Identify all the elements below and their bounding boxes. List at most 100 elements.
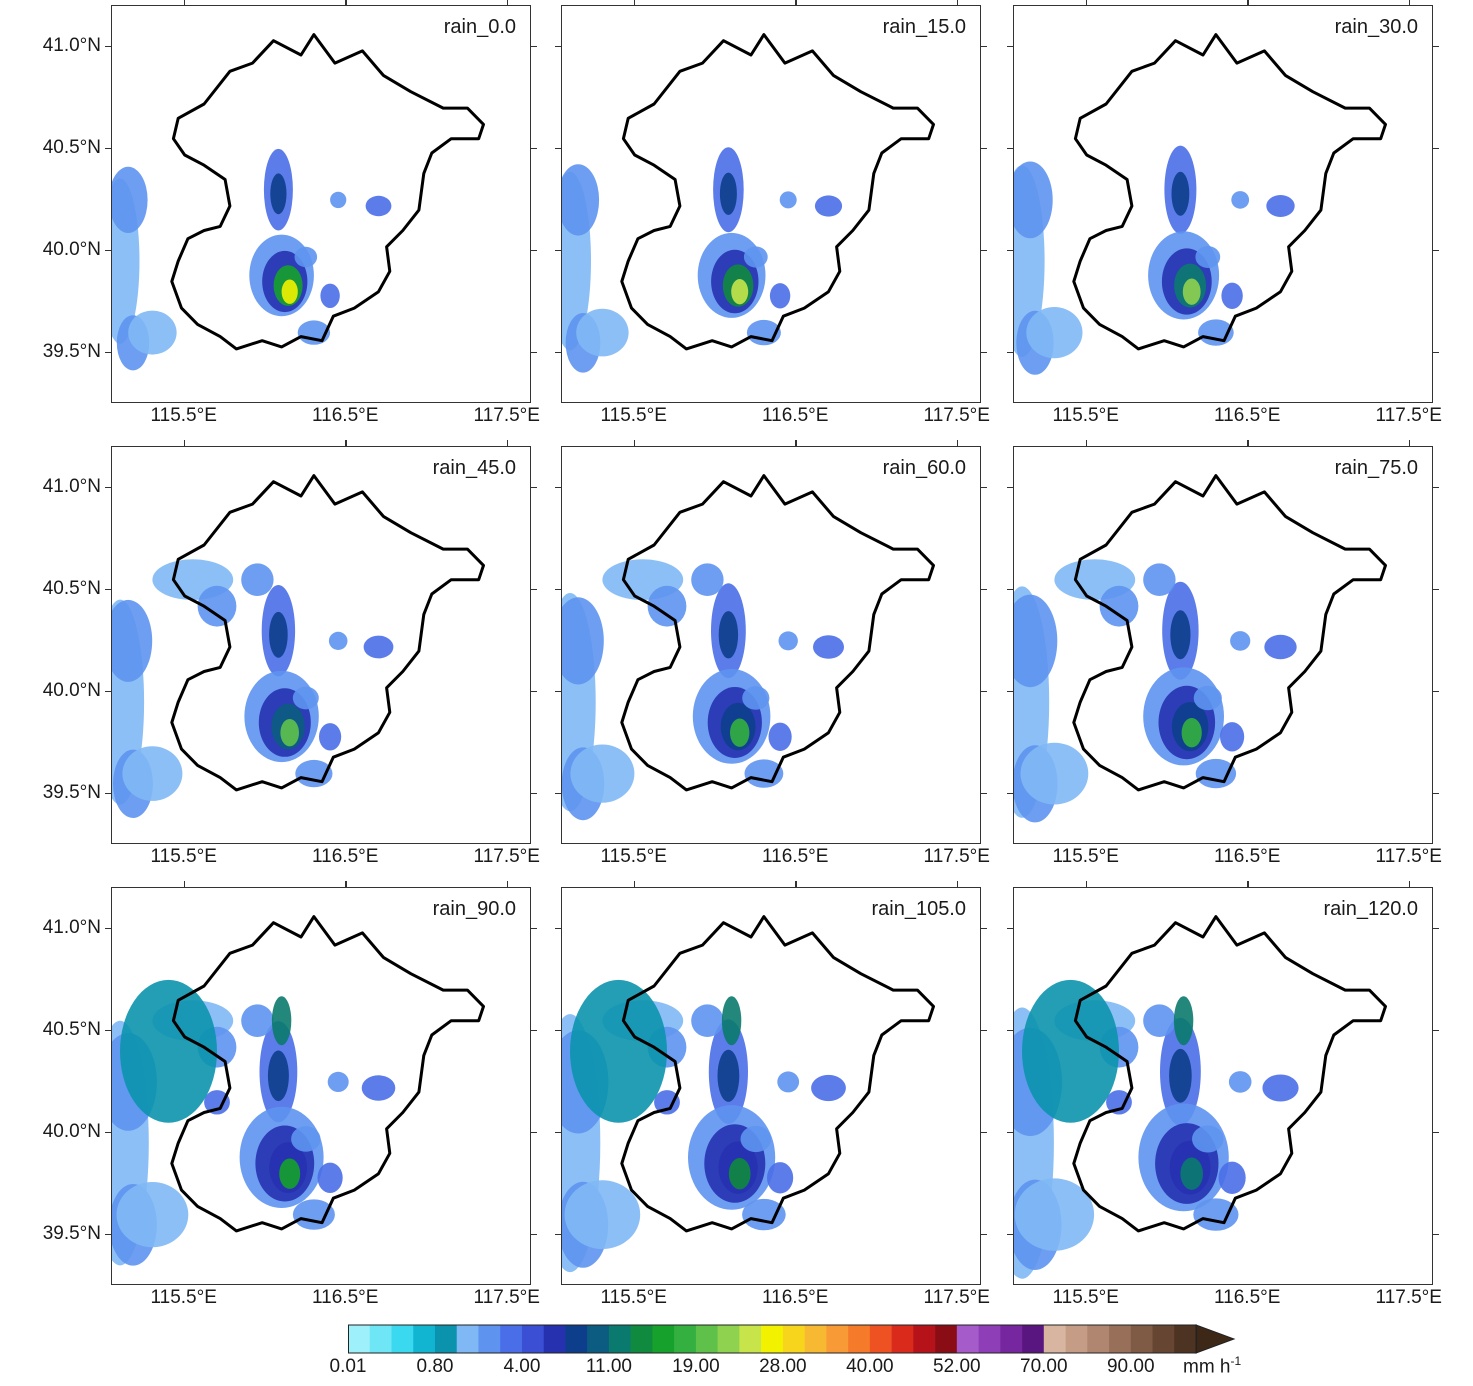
lat-tick bbox=[555, 1131, 561, 1134]
lat-tick bbox=[555, 486, 561, 489]
colorbar-swatch bbox=[913, 1325, 936, 1353]
lat-tick-label: 39.5°N bbox=[42, 781, 101, 803]
lat-tick bbox=[1007, 45, 1013, 48]
rain-cell bbox=[1195, 246, 1221, 268]
rain-field bbox=[112, 559, 394, 818]
rain-field bbox=[1014, 559, 1297, 823]
rain-cell bbox=[1022, 979, 1119, 1123]
lon-tick-label: 117.5°E bbox=[1375, 846, 1442, 867]
lon-tick bbox=[345, 0, 347, 5]
lon-tick bbox=[956, 0, 959, 5]
colorbar-overflow-arrow bbox=[1195, 1324, 1236, 1354]
rain-field bbox=[562, 147, 843, 373]
lon-tick bbox=[345, 440, 347, 446]
lat-tick bbox=[1433, 927, 1439, 930]
lat-tick bbox=[1007, 249, 1013, 252]
lat-tick bbox=[555, 351, 561, 354]
rain-cell bbox=[767, 1162, 794, 1194]
map-panel: rain_30.0 bbox=[1013, 5, 1433, 403]
colorbar-swatch bbox=[1065, 1325, 1088, 1353]
rain-cell bbox=[1180, 1157, 1203, 1190]
panel-title: rain_0.0 bbox=[443, 16, 516, 38]
rain-cell bbox=[1014, 594, 1058, 688]
lon-tick bbox=[345, 881, 347, 887]
lat-tick bbox=[1433, 147, 1439, 150]
map-canvas bbox=[112, 33, 485, 371]
lon-tick-label: 117.5°E bbox=[923, 1287, 990, 1308]
lat-tick bbox=[1007, 1029, 1013, 1032]
lon-tick-label: 115.5°E bbox=[600, 405, 667, 426]
lat-tick bbox=[105, 147, 111, 150]
rain-cell bbox=[1220, 722, 1245, 752]
rain-cell bbox=[1195, 758, 1237, 789]
rain-cell bbox=[327, 1071, 349, 1092]
lon-tick bbox=[956, 440, 959, 446]
rain-cell bbox=[1266, 195, 1295, 217]
rain-cell bbox=[769, 283, 791, 309]
map-panel: rain_15.0 bbox=[561, 5, 981, 403]
rain-cell bbox=[330, 191, 347, 209]
map-canvas bbox=[1014, 915, 1387, 1279]
panel-title: rain_30.0 bbox=[1334, 16, 1418, 38]
beijing-boundary bbox=[1072, 915, 1387, 1233]
lat-tick bbox=[1433, 690, 1439, 693]
rain-cell bbox=[1181, 718, 1202, 748]
rain-cell bbox=[1173, 996, 1194, 1046]
colorbar-swatch bbox=[587, 1325, 610, 1353]
lat-tick-label: 41.0°N bbox=[42, 475, 101, 497]
rain-cell bbox=[1099, 585, 1139, 627]
lat-tick bbox=[981, 1029, 987, 1032]
rain-cell bbox=[1170, 610, 1191, 660]
colorbar-unit: mm h-1 bbox=[1183, 1354, 1242, 1378]
colorbar-swatch bbox=[848, 1325, 871, 1353]
lat-tick bbox=[105, 249, 111, 252]
lon-tick-label: 117.5°E bbox=[1375, 1287, 1442, 1308]
lon-tick-label: 115.5°E bbox=[600, 1287, 667, 1308]
beijing-boundary bbox=[1072, 474, 1387, 792]
lon-tick-label: 115.5°E bbox=[1052, 846, 1119, 867]
lat-tick bbox=[105, 351, 111, 354]
lat-tick bbox=[555, 249, 561, 252]
lon-tick bbox=[795, 881, 797, 887]
lat-tick-label: 39.5°N bbox=[42, 340, 101, 362]
colorbar-swatch bbox=[695, 1325, 718, 1353]
beijing-boundary bbox=[170, 33, 485, 351]
colorbar-swatch bbox=[369, 1325, 392, 1353]
lon-tick-label: 115.5°E bbox=[150, 846, 217, 867]
rain-cell bbox=[1230, 631, 1251, 651]
colorbar bbox=[348, 1324, 1236, 1354]
lat-tick bbox=[1433, 486, 1439, 489]
lon-tick bbox=[1085, 440, 1088, 446]
lat-tick bbox=[1007, 1233, 1013, 1236]
rain-cell bbox=[1221, 282, 1243, 309]
lat-tick bbox=[555, 927, 561, 930]
lat-tick bbox=[555, 147, 561, 150]
lon-tick bbox=[633, 881, 636, 887]
rain-field bbox=[562, 559, 844, 821]
map-panel: rain_60.0 bbox=[561, 446, 981, 844]
rain-cell bbox=[292, 686, 319, 710]
colorbar-label: 11.00 bbox=[585, 1356, 632, 1377]
rain-cell bbox=[647, 585, 687, 627]
lat-tick bbox=[105, 690, 111, 693]
lat-tick bbox=[531, 147, 537, 150]
rain-cell bbox=[731, 279, 749, 305]
rain-cell bbox=[1182, 278, 1201, 305]
lat-tick bbox=[531, 1131, 537, 1134]
colorbar-swatch bbox=[521, 1325, 544, 1353]
colorbar-swatch bbox=[674, 1325, 697, 1353]
rain-cell bbox=[270, 173, 287, 215]
lat-tick bbox=[981, 927, 987, 930]
lat-tick bbox=[531, 45, 537, 48]
lat-tick bbox=[531, 249, 537, 252]
map-panel: rain_0.0 bbox=[111, 5, 531, 403]
colorbar-swatch bbox=[1174, 1325, 1197, 1353]
lat-tick-label: 40.0°N bbox=[42, 1120, 101, 1142]
colorbar-swatch bbox=[891, 1325, 914, 1353]
rain-cell bbox=[730, 718, 750, 747]
lon-tick bbox=[506, 440, 509, 446]
lon-tick-label: 116.5°E bbox=[1214, 1287, 1281, 1308]
lat-tick-label: 40.0°N bbox=[42, 238, 101, 260]
lon-tick-label: 115.5°E bbox=[1052, 405, 1119, 426]
colorbar-swatch bbox=[739, 1325, 762, 1353]
